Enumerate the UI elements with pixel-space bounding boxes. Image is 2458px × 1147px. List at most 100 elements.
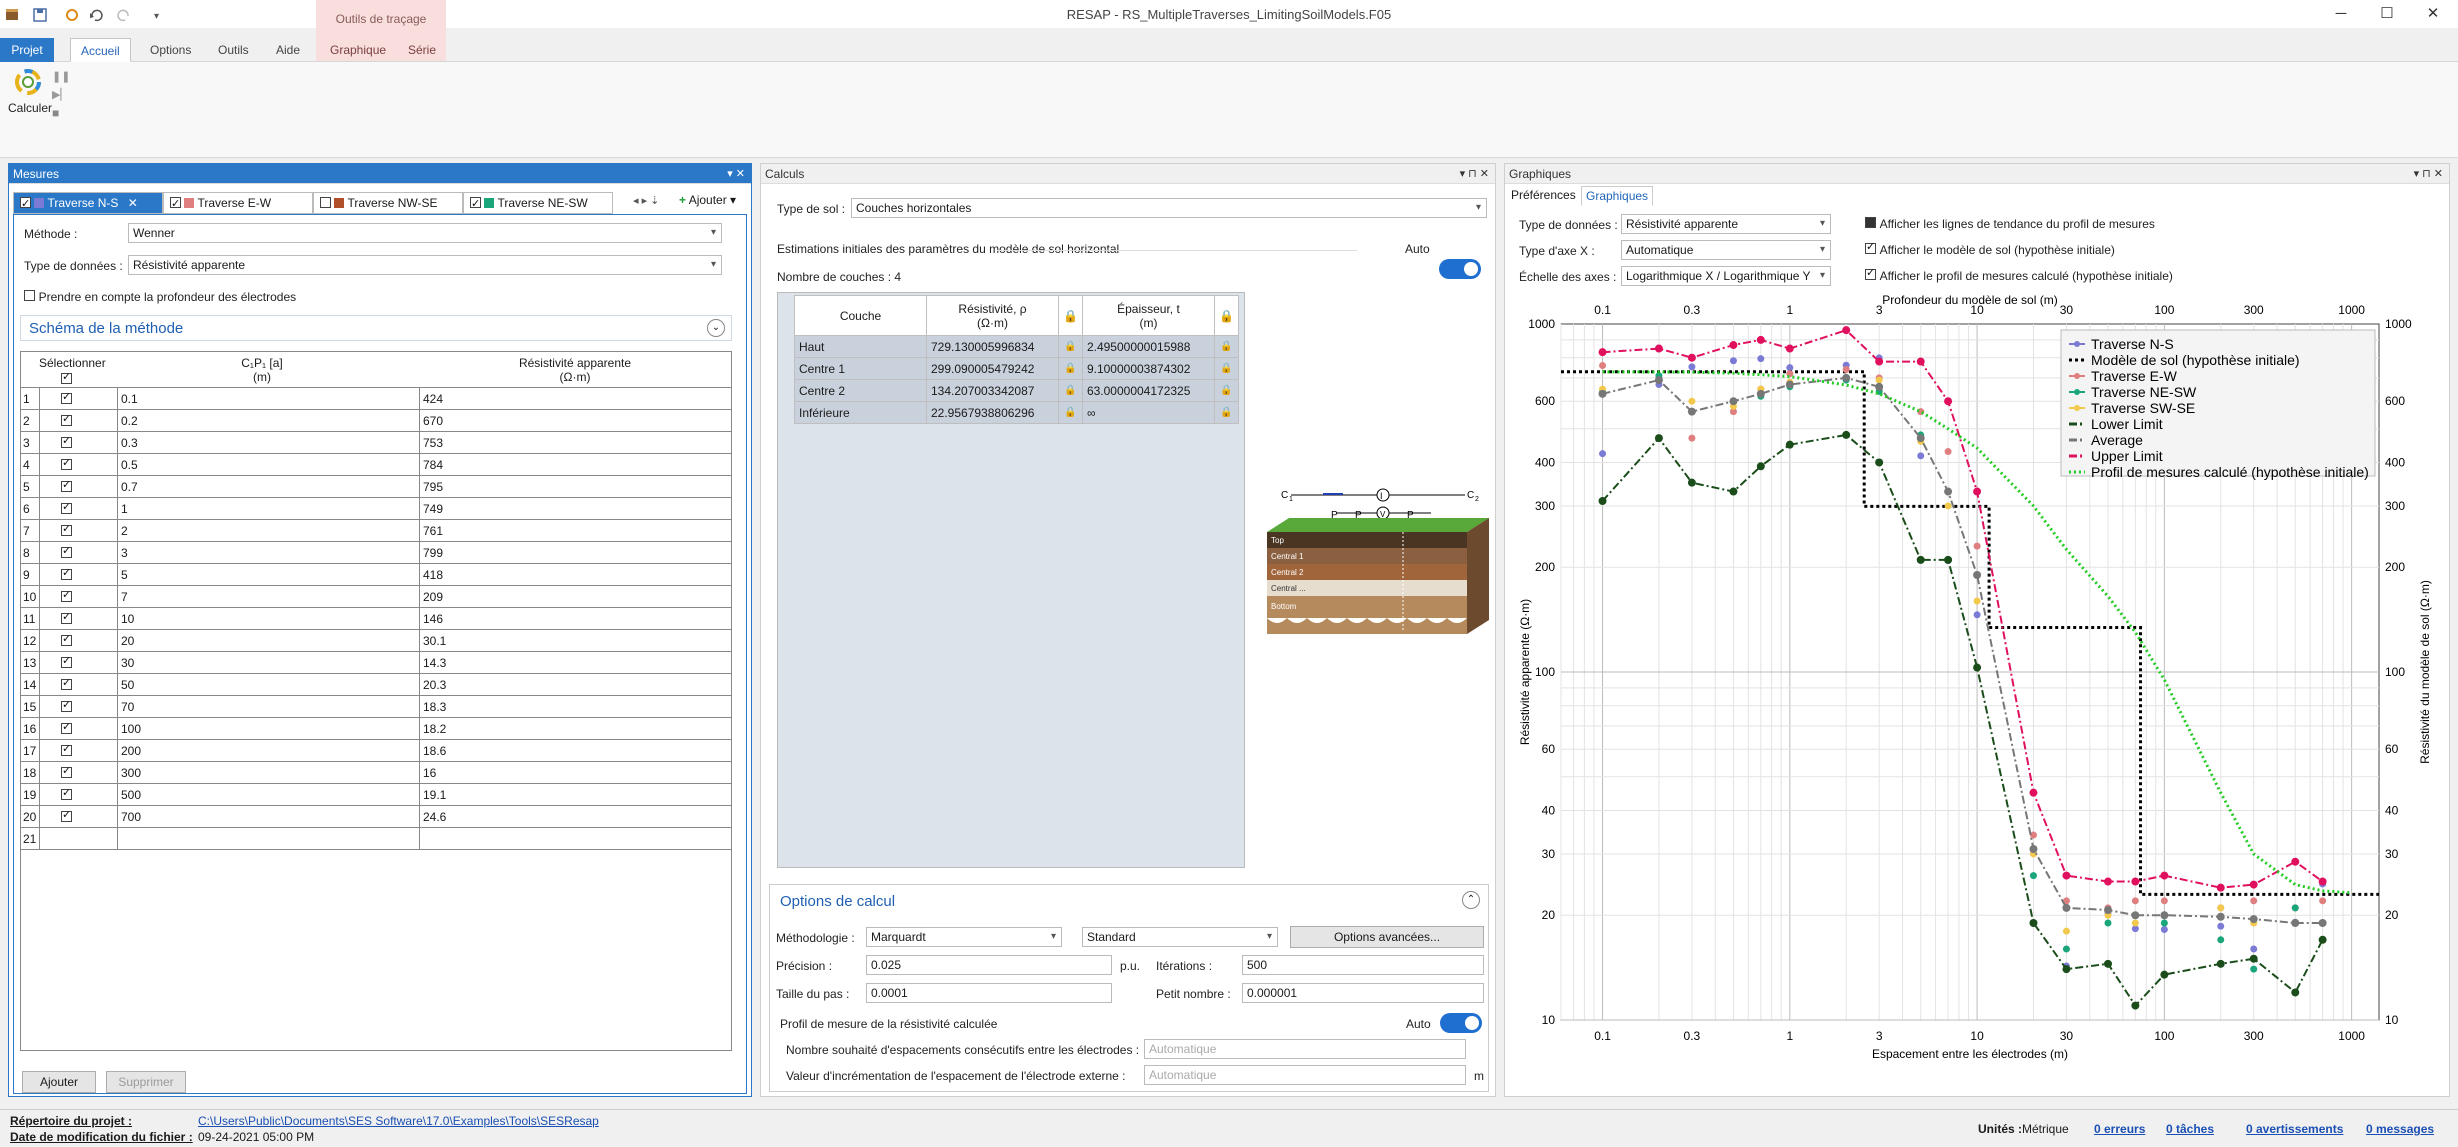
- table-row[interactable]: 4 0.5 784: [21, 454, 731, 476]
- tab-accueil[interactable]: Accueil: [70, 38, 131, 62]
- table-row[interactable]: 1 0.1 424: [21, 388, 731, 410]
- lock-icon[interactable]: 🔒: [1213, 401, 1239, 424]
- layer-resistivity[interactable]: 22.9567938806296: [926, 401, 1059, 424]
- row-checkbox[interactable]: [61, 566, 72, 580]
- layer-resistivity[interactable]: 134.207003342087: [926, 379, 1059, 402]
- panel-pin-icon[interactable]: ▾ ⊓ ✕: [1459, 168, 1489, 180]
- row-checkbox[interactable]: [61, 676, 72, 690]
- increment-input[interactable]: Automatique: [1144, 1065, 1466, 1085]
- layer-thickness[interactable]: ∞: [1081, 401, 1215, 424]
- row-spacing[interactable]: 300: [121, 766, 142, 780]
- messages-link[interactable]: 0 messages: [2366, 1122, 2435, 1136]
- soiltype-select[interactable]: Couches horizontales: [851, 198, 1487, 218]
- advanced-options-button[interactable]: Options avancées...: [1290, 926, 1484, 948]
- g-datatype-select[interactable]: Résistivité apparente: [1621, 214, 1831, 234]
- row-spacing[interactable]: 3: [121, 546, 128, 560]
- delete-row-button[interactable]: Supprimer: [106, 1071, 186, 1093]
- tasks-link[interactable]: 0 tâches: [2166, 1122, 2215, 1136]
- lock-icon[interactable]: 🔒: [1058, 295, 1083, 336]
- calculer-button[interactable]: Calculer: [8, 68, 52, 115]
- row-spacing[interactable]: 700: [121, 810, 142, 824]
- method-select[interactable]: Wenner: [128, 223, 722, 243]
- row-spacing[interactable]: 70: [121, 700, 135, 714]
- methodology-select[interactable]: Marquardt: [866, 927, 1062, 947]
- tab-checkbox[interactable]: [470, 194, 481, 214]
- lock-icon[interactable]: 🔒: [1058, 335, 1083, 358]
- row-checkbox[interactable]: [61, 742, 72, 756]
- table-row[interactable]: 20 700 24.6: [21, 806, 731, 828]
- row-checkbox[interactable]: [61, 654, 72, 668]
- row-spacing[interactable]: 0.2: [121, 414, 138, 428]
- g-opt2-row[interactable]: Afficher le modèle de sol (hypothèse ini…: [1865, 240, 2115, 257]
- row-resistivity[interactable]: 761: [423, 524, 444, 538]
- row-resistivity[interactable]: 209: [423, 590, 444, 604]
- row-resistivity[interactable]: 424: [423, 392, 444, 406]
- quick-access-icons[interactable]: ▾: [4, 7, 164, 23]
- row-checkbox[interactable]: [61, 764, 72, 778]
- panel-pin-icon[interactable]: ▾ ✕: [727, 168, 745, 180]
- tab-projet[interactable]: Projet: [0, 38, 54, 62]
- table-row[interactable]: 19 500 19.1: [21, 784, 731, 806]
- row-resistivity[interactable]: 24.6: [423, 810, 447, 824]
- lock-icon[interactable]: 🔒: [1213, 335, 1239, 358]
- row-resistivity[interactable]: 14.3: [423, 656, 447, 670]
- g-scale-select[interactable]: Logarithmique X / Logarithmique Y: [1621, 266, 1831, 286]
- layer-row[interactable]: Centre 1 299.090005479242 🔒 9.1000000387430…: [794, 357, 1239, 380]
- tab-scroll-icons[interactable]: ◂ ▸ ⇣: [633, 195, 660, 207]
- tab-checkbox[interactable]: [20, 194, 31, 214]
- minimize-button[interactable]: ─: [2335, 5, 2347, 22]
- row-spacing[interactable]: 7: [121, 590, 128, 604]
- row-spacing[interactable]: 20: [121, 634, 135, 648]
- row-spacing[interactable]: 5: [121, 568, 128, 582]
- table-row[interactable]: 9 5 418: [21, 564, 731, 586]
- lock-icon[interactable]: 🔒: [1058, 401, 1083, 424]
- row-resistivity[interactable]: 18.3: [423, 700, 447, 714]
- layer-resistivity[interactable]: 299.090005479242: [926, 357, 1059, 380]
- tab-preferences[interactable]: Préférences: [1511, 188, 1576, 202]
- collapse-icon[interactable]: ⌄: [707, 319, 725, 337]
- table-row[interactable]: 7 2 761: [21, 520, 731, 542]
- row-checkbox[interactable]: [61, 786, 72, 800]
- errors-link[interactable]: 0 erreurs: [2094, 1122, 2146, 1136]
- tab-close-icon[interactable]: ✕: [127, 196, 138, 210]
- table-row[interactable]: 14 50 20.3: [21, 674, 731, 696]
- row-spacing[interactable]: 2: [121, 524, 128, 538]
- table-row[interactable]: 12 20 30.1: [21, 630, 731, 652]
- pause-icon[interactable]: ❚❚: [52, 71, 71, 83]
- lock-icon[interactable]: 🔒: [1058, 379, 1083, 402]
- profile-auto-toggle[interactable]: [1440, 1013, 1482, 1033]
- layer-resistivity[interactable]: 729.130005996834: [926, 335, 1059, 358]
- layer-row[interactable]: Centre 2 134.207003342087 🔒 63.000000417232…: [794, 379, 1239, 402]
- lock-icon[interactable]: 🔒: [1213, 379, 1239, 402]
- g-opt2-checkbox[interactable]: [1865, 240, 1876, 254]
- close-button[interactable]: ✕: [2426, 5, 2440, 22]
- table-row[interactable]: 11 10 146: [21, 608, 731, 630]
- row-checkbox[interactable]: [61, 434, 72, 448]
- row-spacing[interactable]: 50: [121, 678, 135, 692]
- schema-section[interactable]: Schéma de la méthode ⌄: [20, 315, 732, 341]
- collapse-icon[interactable]: ⌃: [1462, 891, 1480, 909]
- g-opt3-checkbox[interactable]: [1865, 266, 1876, 280]
- step-input[interactable]: 0.0001: [866, 983, 1112, 1003]
- row-checkbox[interactable]: [61, 720, 72, 734]
- row-checkbox[interactable]: [61, 808, 72, 822]
- tab-outils[interactable]: Outils: [218, 43, 249, 57]
- iterations-input[interactable]: 500: [1242, 955, 1484, 975]
- tab-checkbox[interactable]: [320, 197, 331, 208]
- tab-checkbox[interactable]: [170, 194, 181, 214]
- row-resistivity[interactable]: 418: [423, 568, 444, 582]
- add-traverse-button[interactable]: + Ajouter ▾: [679, 193, 737, 207]
- row-checkbox[interactable]: [61, 544, 72, 558]
- table-row[interactable]: 6 1 749: [21, 498, 731, 520]
- row-resistivity[interactable]: 19.1: [423, 788, 447, 802]
- dir-link[interactable]: C:\Users\Public\Documents\SES Software\1…: [198, 1114, 599, 1128]
- step-icon[interactable]: ▶▏: [52, 89, 69, 101]
- row-resistivity[interactable]: 799: [423, 546, 444, 560]
- g-opt1-row[interactable]: Afficher les lignes de tendance du profi…: [1865, 216, 2155, 231]
- g-opt1-checkbox[interactable]: [1865, 217, 1876, 228]
- precision-input[interactable]: 0.025: [866, 955, 1112, 975]
- estim-auto-toggle[interactable]: [1439, 259, 1481, 279]
- table-row[interactable]: 2 0.2 670: [21, 410, 731, 432]
- row-checkbox[interactable]: [61, 412, 72, 426]
- layer-row[interactable]: Inférieure 22.9567938806296 🔒 ∞ 🔒: [794, 401, 1239, 424]
